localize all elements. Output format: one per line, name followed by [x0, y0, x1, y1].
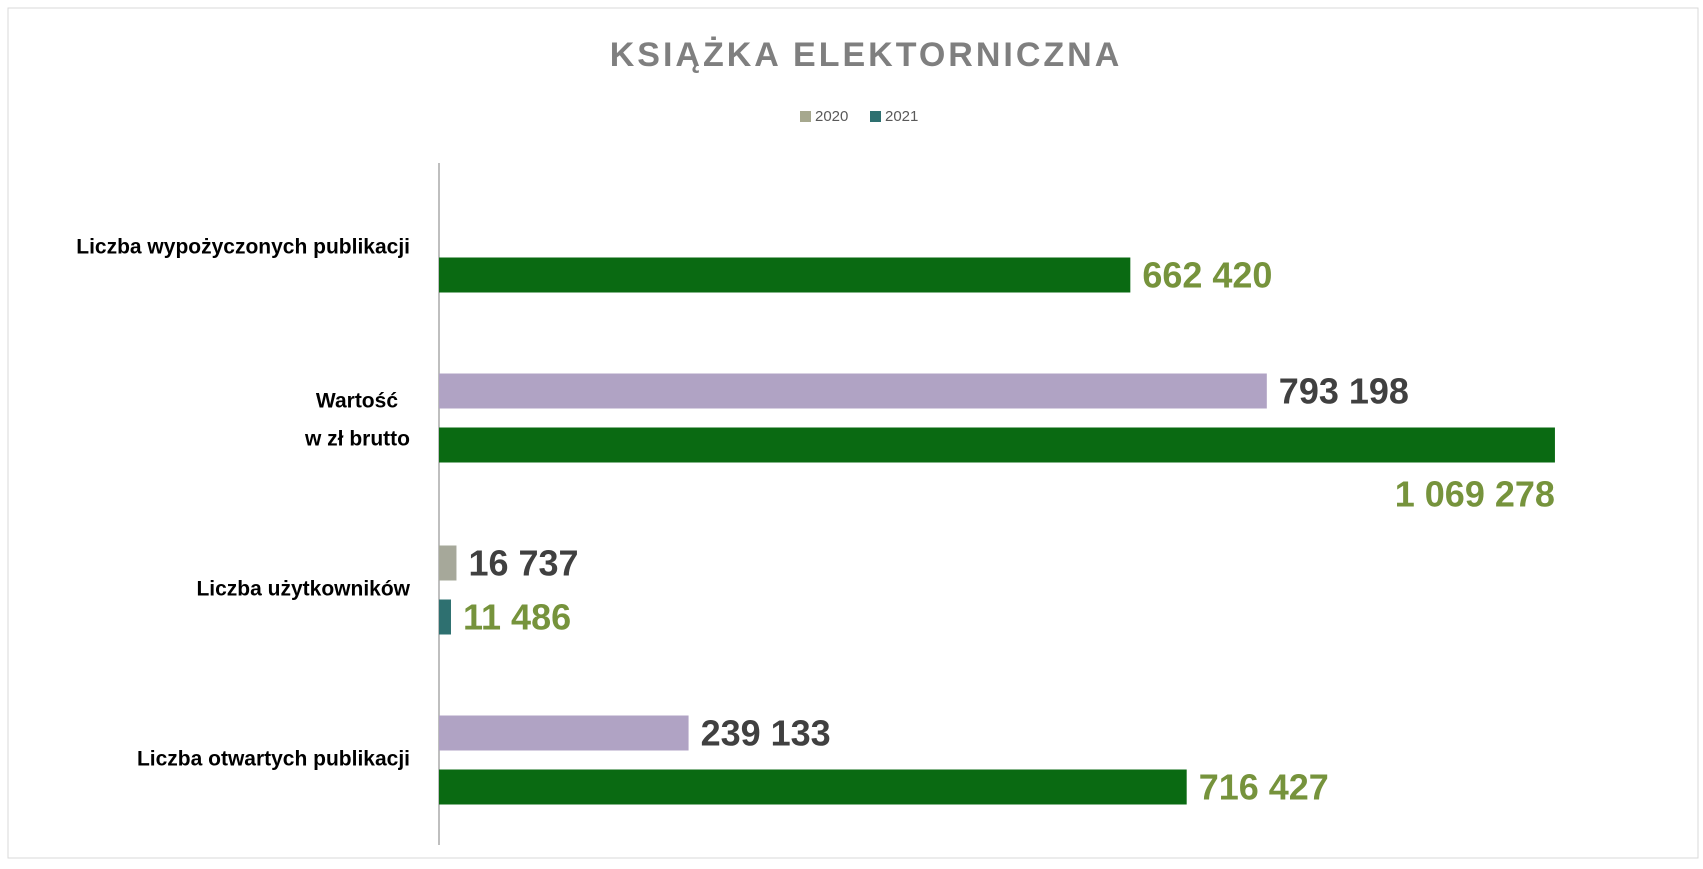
- bar: [439, 599, 451, 635]
- value-label: 11 486: [463, 597, 571, 638]
- value-label: 662 420: [1142, 255, 1272, 296]
- bar: [439, 427, 1555, 463]
- bar: [439, 373, 1267, 409]
- legend-label: 2021: [885, 108, 918, 125]
- category-label: Liczba wypożyczonych publikacji: [76, 236, 410, 259]
- bar: [439, 769, 1187, 805]
- category-label: w zł brutto: [304, 428, 410, 451]
- value-label: 793 198: [1279, 371, 1409, 412]
- bar: [439, 257, 1131, 293]
- legend-label: 2020: [815, 108, 848, 125]
- value-label: 716 427: [1199, 767, 1329, 808]
- bar: [439, 715, 689, 751]
- bar: [439, 545, 457, 581]
- category-label: Wartość: [316, 390, 398, 413]
- category-label: Liczba użytkowników: [196, 578, 410, 601]
- value-label: 16 737: [468, 543, 578, 584]
- value-label: 1 069 278: [1395, 474, 1555, 515]
- legend-swatch: [800, 111, 811, 122]
- category-label: Liczba otwartych publikacji: [137, 748, 410, 771]
- chart-title: KSIĄŻKA ELEKTORNICZNA: [610, 36, 1123, 74]
- legend-swatch: [870, 111, 881, 122]
- value-label: 239 133: [701, 713, 831, 754]
